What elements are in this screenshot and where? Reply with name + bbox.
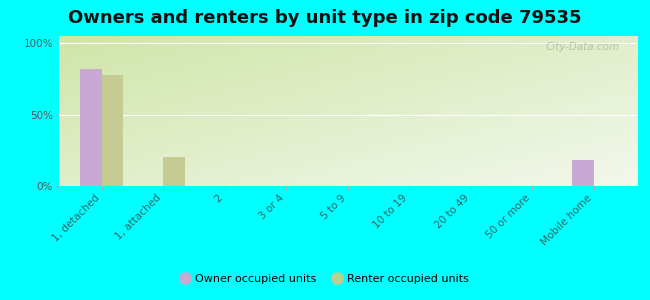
Text: Owners and renters by unit type in zip code 79535: Owners and renters by unit type in zip c… — [68, 9, 582, 27]
Bar — [80, 69, 101, 186]
Legend: Owner occupied units, Renter occupied units: Owner occupied units, Renter occupied un… — [176, 269, 474, 288]
Text: City-Data.com: City-Data.com — [545, 42, 619, 52]
Bar — [573, 160, 594, 186]
Bar — [101, 75, 123, 186]
Bar — [163, 158, 185, 186]
